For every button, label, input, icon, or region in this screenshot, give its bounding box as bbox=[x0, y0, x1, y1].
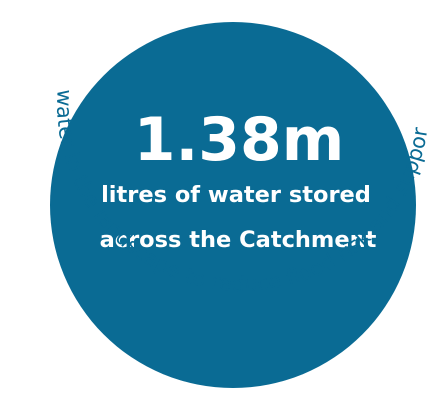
stat-circle bbox=[50, 22, 416, 388]
stat-description-line-1: litres of water stored bbox=[101, 182, 371, 208]
stat-description-line-2: across the Catchment bbox=[100, 227, 377, 253]
stat-value: 1.38m bbox=[134, 105, 345, 175]
